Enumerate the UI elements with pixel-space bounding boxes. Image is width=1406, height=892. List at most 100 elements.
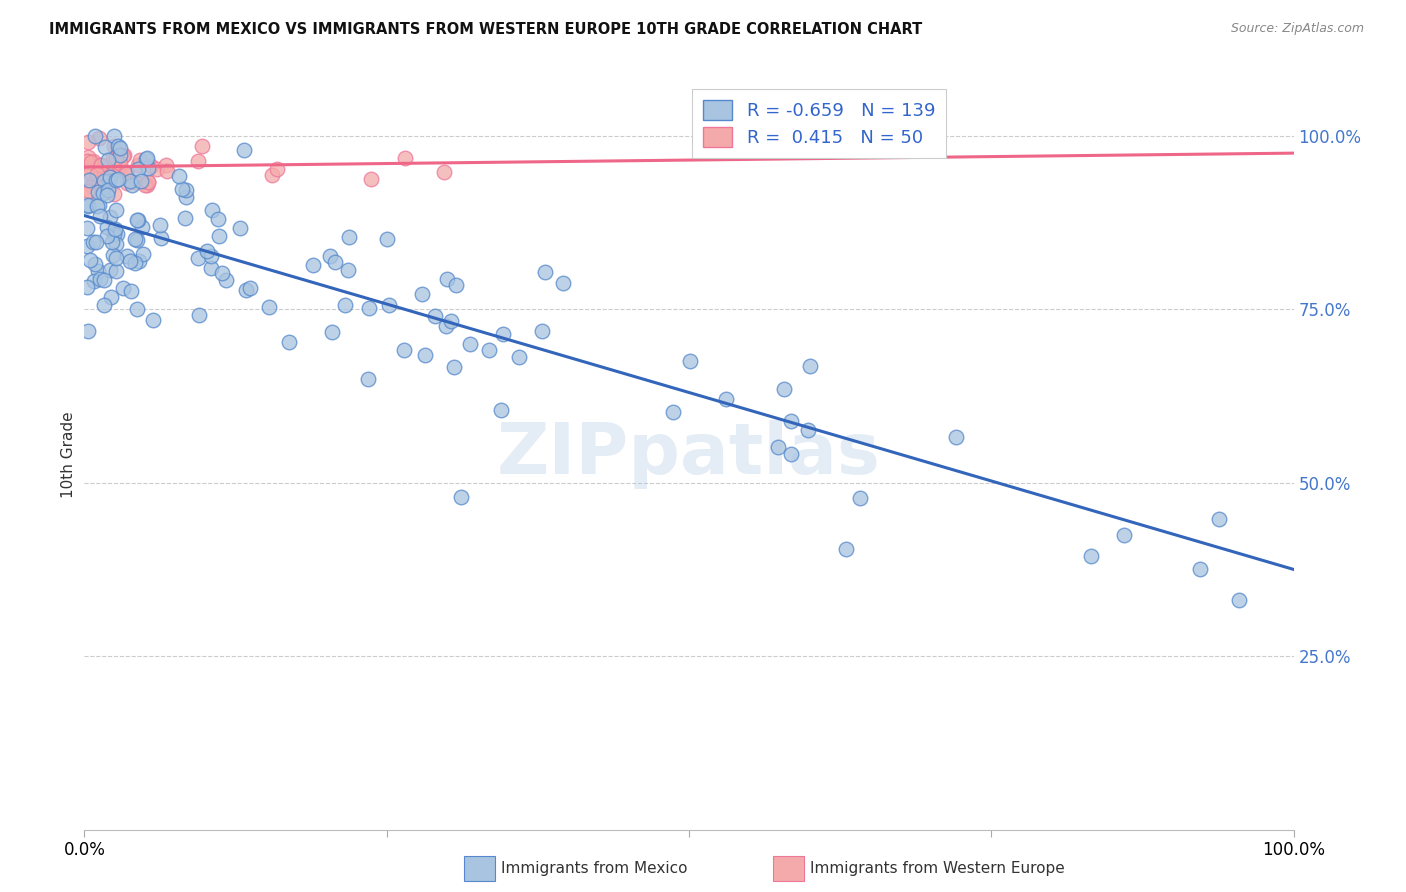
Point xyxy=(142,312,165,326)
Point xyxy=(262,168,284,182)
Point xyxy=(115,249,138,263)
Point xyxy=(132,247,155,261)
Point xyxy=(321,325,343,339)
Point xyxy=(76,239,98,253)
Point xyxy=(124,232,146,246)
Point xyxy=(103,164,125,178)
Point xyxy=(1112,528,1135,542)
Point xyxy=(191,139,214,153)
Point xyxy=(103,186,125,201)
Text: ZIPpatlas: ZIPpatlas xyxy=(496,420,882,490)
Point xyxy=(135,152,157,166)
Point xyxy=(155,164,177,178)
Point xyxy=(146,161,169,176)
Point xyxy=(112,147,135,161)
Point xyxy=(79,165,101,179)
Point xyxy=(357,301,380,316)
Point xyxy=(136,175,159,189)
Point xyxy=(86,264,108,278)
Point xyxy=(87,186,110,200)
Point xyxy=(394,343,416,357)
Point xyxy=(90,164,112,178)
Point xyxy=(131,220,153,235)
Point xyxy=(235,283,257,297)
Point xyxy=(129,174,152,188)
Point xyxy=(76,162,98,177)
Point xyxy=(118,254,141,268)
Point xyxy=(93,273,115,287)
Point xyxy=(125,233,148,247)
Point xyxy=(1188,562,1211,576)
Point xyxy=(411,287,433,301)
Point xyxy=(155,158,177,172)
Point xyxy=(89,178,111,192)
Point xyxy=(188,308,211,322)
Point xyxy=(375,232,398,246)
Point xyxy=(138,161,160,176)
Point xyxy=(433,165,456,179)
Point xyxy=(714,392,737,406)
Point xyxy=(79,252,101,267)
Point xyxy=(208,229,231,244)
Point xyxy=(174,183,197,197)
Point xyxy=(98,210,121,224)
Point xyxy=(849,491,872,505)
Point xyxy=(834,541,856,556)
Point xyxy=(323,254,346,268)
Point xyxy=(266,161,288,176)
Point xyxy=(100,169,122,184)
Point xyxy=(434,318,457,333)
Point xyxy=(425,309,447,323)
Point xyxy=(82,153,104,168)
Text: Immigrants from Mexico: Immigrants from Mexico xyxy=(501,862,688,876)
Point xyxy=(76,172,98,186)
Point xyxy=(378,298,401,312)
Point xyxy=(80,179,103,194)
Point xyxy=(508,350,530,364)
Point xyxy=(229,221,252,235)
Point xyxy=(96,188,118,202)
Point xyxy=(197,244,219,258)
Point xyxy=(335,298,357,312)
Legend: R = -0.659   N = 139, R =  0.415   N = 50: R = -0.659 N = 139, R = 0.415 N = 50 xyxy=(692,89,946,158)
Point xyxy=(97,183,120,197)
Point xyxy=(107,139,129,153)
Point xyxy=(337,230,360,244)
Point xyxy=(127,212,149,227)
Point xyxy=(93,174,115,188)
Point xyxy=(440,314,463,328)
Point xyxy=(1080,549,1102,563)
Point xyxy=(104,173,127,187)
Point xyxy=(233,143,256,157)
Point xyxy=(530,324,553,338)
Point xyxy=(76,220,98,235)
Point xyxy=(76,184,98,198)
Point xyxy=(415,348,437,362)
Point xyxy=(112,281,135,295)
Point xyxy=(98,262,121,277)
Point xyxy=(101,247,124,261)
Point xyxy=(97,153,120,167)
Point xyxy=(97,174,120,188)
Point xyxy=(319,249,342,263)
Point xyxy=(96,228,118,243)
Point xyxy=(96,219,118,234)
Point xyxy=(458,337,481,351)
Point xyxy=(118,174,141,188)
Text: Immigrants from Western Europe: Immigrants from Western Europe xyxy=(810,862,1064,876)
Point xyxy=(149,219,172,233)
Point xyxy=(124,256,146,270)
Point xyxy=(84,235,107,249)
Point xyxy=(108,141,131,155)
Point xyxy=(357,372,380,386)
Point xyxy=(1227,592,1250,607)
Point xyxy=(107,160,129,174)
Point xyxy=(360,172,382,186)
Point xyxy=(115,164,138,178)
Y-axis label: 10th Grade: 10th Grade xyxy=(60,411,76,499)
Point xyxy=(766,440,789,454)
Point xyxy=(128,254,150,268)
Point xyxy=(139,159,162,173)
Point xyxy=(103,128,125,143)
Point xyxy=(200,261,222,276)
